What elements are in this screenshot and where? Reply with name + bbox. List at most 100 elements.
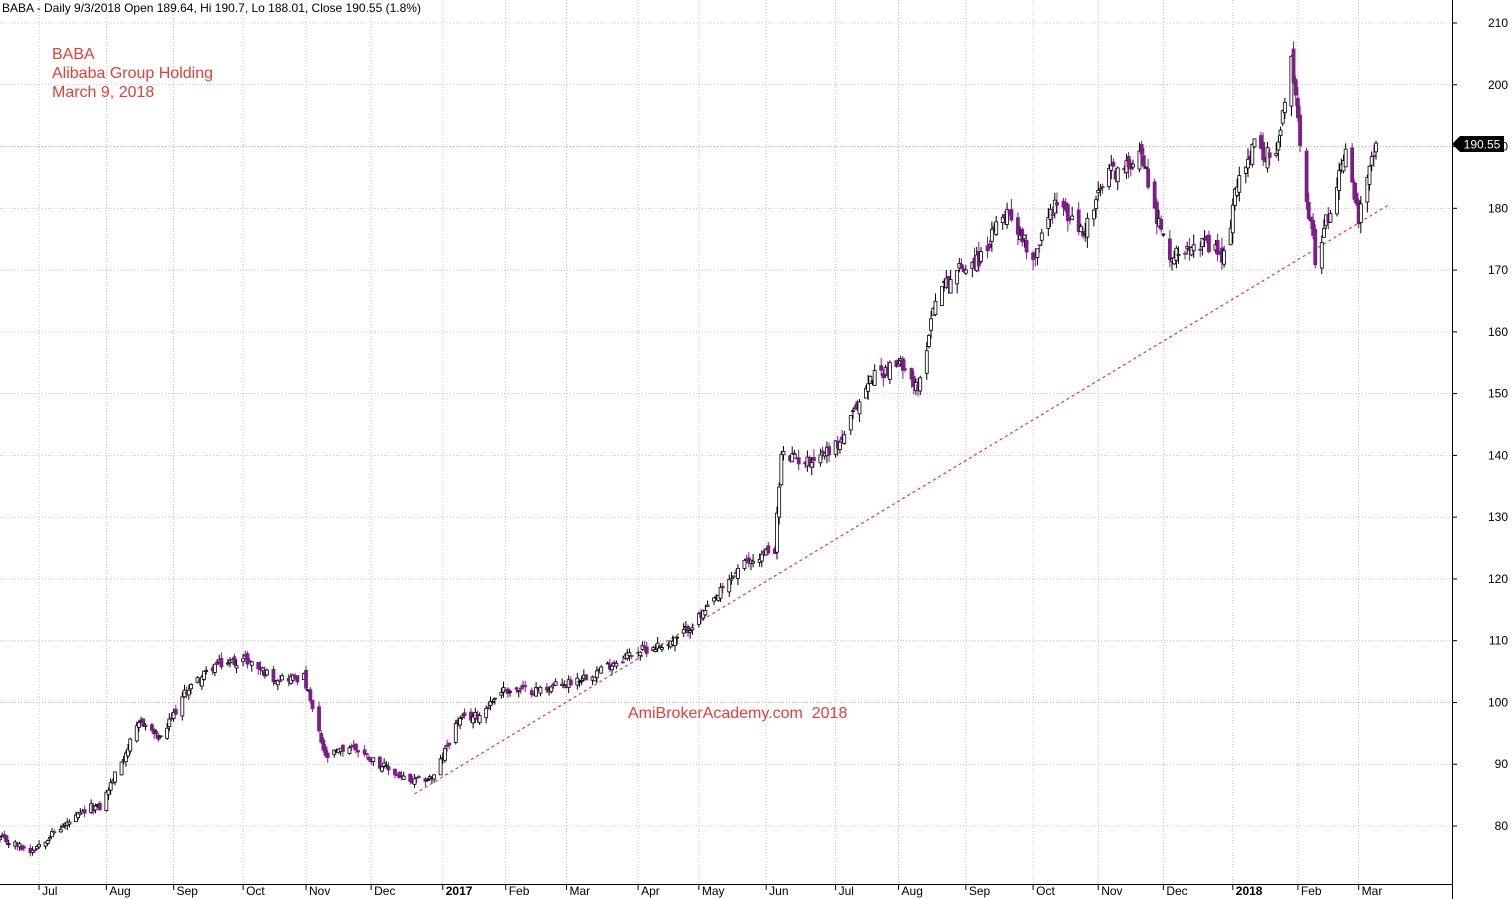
candle-body bbox=[32, 849, 37, 852]
candle-body bbox=[215, 661, 219, 665]
candle-body bbox=[134, 725, 139, 742]
candle-body bbox=[150, 724, 154, 731]
candle-body bbox=[219, 658, 224, 668]
candle-body bbox=[660, 647, 664, 650]
horizontal-gridlines bbox=[0, 22, 1452, 827]
candle-body bbox=[460, 715, 465, 718]
candle-body bbox=[948, 279, 953, 294]
candle bbox=[1343, 143, 1348, 168]
candle bbox=[1183, 250, 1187, 260]
candle-body bbox=[412, 778, 417, 785]
candle-body bbox=[1296, 97, 1300, 119]
candle-body bbox=[809, 462, 814, 468]
candle bbox=[1230, 198, 1235, 244]
candle bbox=[1278, 126, 1283, 147]
chart-header: BABA - Daily 9/3/2018 Open 189.64, Hi 19… bbox=[2, 1, 421, 15]
candle-body bbox=[1111, 161, 1116, 167]
candle bbox=[1337, 162, 1342, 201]
candle-body bbox=[241, 658, 245, 663]
candle bbox=[1076, 202, 1081, 236]
candle bbox=[1139, 140, 1144, 166]
trendline bbox=[414, 204, 1390, 795]
candle bbox=[308, 686, 313, 704]
candle-body bbox=[838, 441, 842, 450]
candle bbox=[1250, 143, 1255, 168]
candle bbox=[1367, 165, 1372, 191]
candle-body bbox=[1035, 248, 1040, 258]
candle bbox=[1369, 151, 1374, 172]
candle-body bbox=[1167, 238, 1172, 260]
candle-body bbox=[1328, 213, 1333, 223]
candle bbox=[1243, 166, 1248, 184]
candle-body bbox=[796, 457, 801, 465]
candle-body bbox=[1146, 168, 1151, 188]
candle bbox=[1309, 216, 1313, 230]
candle-body bbox=[1343, 148, 1348, 168]
candle-body bbox=[1261, 141, 1266, 161]
candle-body bbox=[484, 708, 489, 719]
candle-body bbox=[777, 486, 782, 518]
candle bbox=[1350, 143, 1355, 183]
candle bbox=[614, 660, 619, 670]
candle bbox=[987, 240, 992, 251]
candle bbox=[1313, 224, 1318, 269]
candle-body bbox=[1278, 129, 1283, 136]
candle-body bbox=[812, 457, 816, 461]
candle bbox=[106, 787, 111, 800]
x-tick-label: Dec bbox=[1166, 884, 1187, 898]
candle-body bbox=[199, 676, 204, 687]
candle-body bbox=[1358, 203, 1363, 223]
candle bbox=[0, 835, 2, 843]
candle-body bbox=[113, 771, 117, 783]
candle-body bbox=[1274, 152, 1279, 156]
candle-body bbox=[1139, 144, 1144, 155]
candle-body bbox=[1367, 165, 1372, 185]
candle-body bbox=[508, 690, 512, 693]
candle-body bbox=[61, 825, 65, 828]
candle bbox=[401, 771, 406, 780]
title-symbol: BABA bbox=[52, 46, 95, 63]
candle-body bbox=[1046, 217, 1051, 229]
candle-body bbox=[317, 706, 321, 732]
candle-body bbox=[186, 689, 191, 696]
candle bbox=[256, 661, 261, 675]
candle bbox=[1246, 148, 1250, 178]
candle bbox=[1137, 142, 1142, 173]
x-tick-label: Sep bbox=[177, 884, 199, 898]
candle-body bbox=[592, 676, 597, 682]
candle bbox=[1174, 245, 1179, 269]
candle bbox=[1096, 181, 1101, 201]
candle-body bbox=[171, 711, 176, 719]
candle-body bbox=[1189, 247, 1194, 256]
candle bbox=[638, 651, 643, 661]
candle bbox=[1311, 213, 1315, 240]
candle bbox=[152, 727, 156, 740]
candle-body bbox=[275, 680, 280, 686]
candle-body bbox=[872, 370, 877, 386]
candle-body bbox=[458, 718, 463, 726]
candle-body bbox=[818, 454, 823, 464]
candle-body bbox=[106, 789, 111, 796]
candle bbox=[605, 661, 610, 665]
candle-body bbox=[1081, 231, 1085, 237]
y-tick-label: 150 bbox=[1488, 387, 1508, 401]
candle bbox=[17, 841, 22, 851]
candle bbox=[241, 653, 245, 667]
candle bbox=[731, 575, 736, 579]
candle bbox=[927, 333, 931, 349]
candle bbox=[199, 674, 204, 691]
candle-body bbox=[486, 706, 491, 710]
candle bbox=[751, 554, 756, 568]
candle bbox=[1050, 206, 1055, 224]
candle-body bbox=[1098, 188, 1103, 191]
candle-body bbox=[1152, 181, 1157, 209]
candle bbox=[894, 359, 899, 368]
candle-body bbox=[1252, 138, 1257, 148]
trendline-layer bbox=[414, 204, 1390, 795]
candle bbox=[275, 678, 280, 691]
candle-body bbox=[1050, 214, 1055, 216]
candle-body bbox=[382, 762, 387, 767]
candle bbox=[1131, 159, 1135, 170]
candle bbox=[807, 455, 812, 468]
candle bbox=[673, 636, 677, 652]
